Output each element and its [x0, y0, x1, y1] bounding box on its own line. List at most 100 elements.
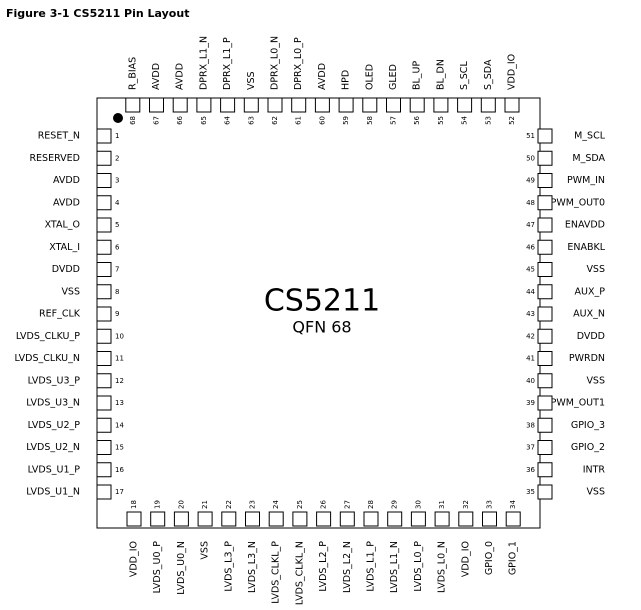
figure-title: Figure 3-1 CS5211 Pin Layout	[6, 7, 189, 20]
pin-name: GPIO_3	[571, 420, 605, 431]
pin-pad	[220, 97, 236, 113]
pin-number: 61	[295, 116, 303, 125]
pin-name: RESET_N	[38, 131, 80, 142]
pin-name: ENABKL	[567, 242, 605, 253]
pin-name: ENAVDD	[565, 220, 605, 231]
pin-name: AVDD	[53, 175, 80, 186]
pin-name: GLED	[388, 64, 399, 90]
pin-number: 35	[526, 488, 535, 496]
pin-pad	[96, 173, 112, 188]
pin-name: PWM_IN	[567, 175, 605, 186]
pin-pad	[386, 97, 401, 113]
pin-pad	[482, 511, 497, 527]
pin-pad	[243, 97, 259, 113]
pin-pad	[125, 97, 141, 113]
pin-name: XTAL_O	[45, 220, 80, 231]
pin-name: BL_UP	[412, 60, 423, 90]
pin-number: 22	[225, 500, 233, 509]
pin-pad	[504, 97, 520, 113]
pin-name: LVDS_CLKL_N	[294, 541, 305, 605]
pin-name: PWM_OUT1	[551, 398, 605, 409]
pin-number: 26	[320, 500, 328, 509]
pin-number: 23	[249, 500, 257, 509]
pin-number: 29	[391, 500, 399, 509]
pin-name: VDD_IO	[460, 541, 471, 577]
pin-pad	[458, 511, 474, 527]
pin-name: RESERVED	[29, 153, 80, 164]
pin-pad	[537, 395, 553, 411]
pin-number: 20	[177, 500, 185, 509]
pin-name: VSS	[246, 71, 257, 90]
pin-pad	[537, 217, 553, 233]
pin-number: 56	[413, 115, 421, 124]
pin-pad	[409, 97, 425, 113]
pin-name: LVDS_L3_N	[247, 541, 258, 593]
pin-number: 54	[461, 115, 469, 124]
pin-number: 21	[201, 500, 209, 509]
pin-number: 5	[115, 221, 119, 229]
pin-number: 44	[526, 288, 535, 296]
pin-number: 36	[526, 466, 535, 474]
pin-pad	[537, 351, 553, 366]
pin-name: LVDS_U3_P	[28, 375, 81, 386]
pin-number: 10	[115, 332, 124, 340]
pin-name: LVDS_U0_P	[152, 541, 163, 594]
pin-number: 64	[224, 115, 232, 124]
pin-name: LVDS_L1_N	[389, 541, 400, 593]
pin-name: GPIO_2	[571, 442, 605, 453]
pin-pad	[96, 417, 112, 433]
pin-name: LVDS_U1_P	[28, 464, 81, 475]
pin-pad	[537, 440, 553, 455]
pin-number: 63	[247, 116, 255, 125]
pin-number: 15	[115, 444, 124, 452]
pin-name: DPRX_L1_N	[198, 36, 209, 90]
pin-pad	[96, 284, 112, 300]
pin-number: 52	[508, 116, 516, 125]
chip-name: CS5211	[264, 284, 380, 319]
pin-name: GPIO_1	[508, 541, 519, 575]
pin-number: 37	[526, 444, 535, 452]
pin-pad	[537, 173, 553, 188]
pin-name: PWM_OUT0	[551, 197, 605, 208]
pin-name: LVDS_L1_P	[366, 541, 377, 592]
pin-number: 41	[526, 355, 535, 363]
pin-number: 3	[115, 177, 119, 185]
pin-pad	[196, 97, 212, 113]
pin-number: 45	[526, 266, 535, 274]
pin-pad	[126, 511, 142, 527]
pin-name: GPIO_0	[484, 541, 495, 575]
pin-pad	[410, 511, 426, 527]
pin-pad	[316, 511, 332, 527]
pin-number: 60	[318, 116, 326, 125]
pin-name: DVDD	[577, 331, 605, 342]
pin-number: 39	[526, 399, 535, 407]
pin-pad	[387, 511, 403, 527]
pin-pad	[96, 150, 112, 166]
pin-number: 51	[526, 132, 535, 140]
pin-pad	[291, 97, 307, 113]
pin-pad	[537, 284, 553, 300]
pin-number: 14	[115, 421, 124, 429]
pin-name: LVDS_CLKU_P	[16, 331, 80, 342]
pin-number: 28	[367, 500, 375, 509]
pin-pad	[292, 511, 308, 527]
pin-name: VSS	[586, 375, 605, 386]
pin-number: 2	[115, 154, 119, 162]
pin-pad	[149, 97, 164, 113]
pin-name: AVDD	[151, 63, 162, 90]
pin-number: 38	[526, 421, 535, 429]
pin-name: LVDS_U0_N	[176, 541, 187, 595]
pin-number: 27	[343, 500, 351, 509]
pin-number: 48	[526, 199, 535, 207]
pin-pad	[96, 373, 112, 389]
pin-pad	[537, 306, 553, 322]
pin-pad	[245, 511, 260, 527]
pin-pad	[537, 328, 553, 344]
pin-number: 58	[366, 116, 374, 125]
pin-number: 30	[414, 500, 422, 509]
pin-name: OLED	[364, 64, 375, 90]
pin-pad	[221, 511, 237, 527]
pin-name: VDD_IO	[507, 54, 518, 90]
pin-number: 65	[200, 116, 208, 125]
